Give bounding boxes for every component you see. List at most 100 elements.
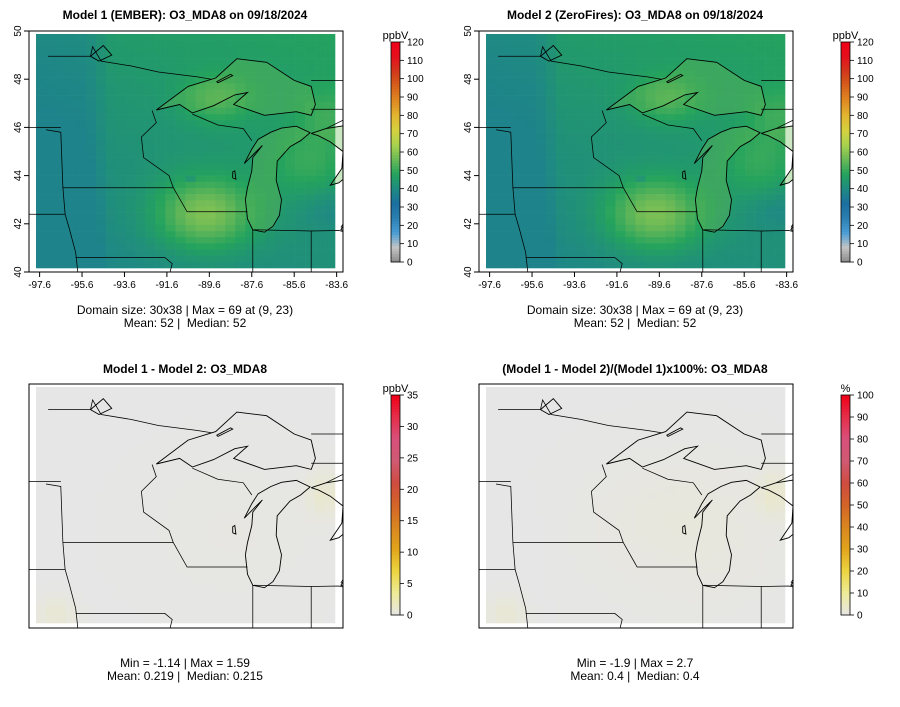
grid-cell: [755, 467, 766, 475]
grid-cell: [595, 83, 606, 90]
grid-cell: [545, 224, 557, 232]
grid-cell: [285, 473, 296, 481]
grid-cell: [595, 542, 606, 549]
grid-cell: [85, 89, 97, 96]
grid-cell: [515, 560, 527, 568]
grid-cell: [45, 480, 57, 487]
grid-cell: [105, 604, 117, 611]
grid-cell: [735, 95, 746, 103]
colorbar-segment: [391, 66, 400, 70]
grid-cell: [265, 95, 276, 103]
grid-cell: [555, 442, 567, 450]
grid-cell: [585, 218, 596, 226]
grid-cell: [225, 616, 236, 624]
grid-cell: [65, 58, 77, 66]
grid-cell: [575, 492, 586, 500]
grid-cell: [745, 231, 756, 238]
grid-cell: [135, 249, 146, 256]
grid-cell: [515, 455, 527, 462]
grid-cell: [145, 237, 156, 244]
grid-cell: [125, 486, 136, 493]
x-tick-label: -89.6: [648, 280, 671, 291]
grid-cell: [195, 517, 206, 524]
grid-cell: [255, 249, 266, 256]
grid-cell: [735, 40, 746, 47]
grid-cell: [565, 579, 576, 587]
grid-cell: [695, 58, 706, 66]
grid-cell: [525, 604, 537, 611]
grid-cell: [55, 77, 67, 84]
grid-cell: [105, 181, 117, 189]
grid-cell: [265, 591, 276, 599]
grid-cell: [105, 89, 117, 96]
grid-cell: [105, 212, 117, 220]
grid-cell: [495, 144, 507, 152]
grid-cell: [265, 486, 276, 493]
grid-cell: [255, 473, 266, 481]
grid-cell: [55, 505, 67, 512]
grid-cell: [495, 95, 507, 103]
grid-cell: [545, 610, 557, 618]
grid-cell: [195, 83, 206, 90]
grid-cell: [725, 486, 736, 493]
grid-cell: [245, 206, 256, 213]
grid-cell: [715, 517, 726, 524]
grid-cell: [555, 261, 567, 269]
grid-cell: [575, 505, 586, 512]
grid-cell: [775, 70, 786, 78]
grid-cell: [615, 505, 626, 512]
grid-cell: [125, 157, 136, 164]
grid-cell: [645, 393, 656, 400]
coastline: [666, 73, 684, 84]
grid-cell: [715, 114, 726, 121]
grid-cell: [595, 529, 606, 537]
grid-cell: [655, 579, 666, 587]
grid-cell: [205, 473, 216, 481]
colorbar-tick-label: 10: [857, 239, 869, 250]
grid-cell: [525, 442, 537, 450]
grid-cell: [165, 237, 176, 244]
grid-cell: [235, 231, 246, 238]
grid-cell: [195, 560, 206, 568]
grid-cell: [575, 212, 586, 220]
y-tick-label: 40: [463, 266, 474, 278]
grid-cell: [645, 126, 656, 133]
grid-cell: [95, 523, 107, 531]
grid-cell: [605, 399, 616, 406]
grid-cell: [225, 567, 236, 574]
grid-cell: [255, 70, 266, 78]
grid-cell: [655, 387, 666, 394]
grid-cell: [505, 218, 517, 226]
grid-cell: [235, 194, 246, 201]
grid-cell: [775, 387, 786, 394]
grid-cell: [205, 430, 216, 437]
grid-cell: [495, 175, 507, 183]
grid-cell: [675, 548, 686, 555]
grid-cell: [75, 261, 87, 269]
grid-cell: [225, 255, 236, 263]
colorbar-segment: [841, 58, 850, 62]
grid-cell: [175, 467, 186, 475]
grid-cell: [245, 455, 256, 462]
grid-cell: [145, 511, 156, 518]
colorbar-segment: [391, 573, 400, 577]
grid-cell: [165, 424, 176, 431]
grid-cell: [185, 157, 196, 164]
grid-cell: [615, 70, 626, 78]
grid-cell: [505, 52, 517, 59]
grid-cell: [675, 107, 686, 115]
grid-cell: [565, 151, 576, 158]
grid-cell: [755, 548, 766, 555]
grid-cell: [285, 523, 296, 531]
grid-cell: [695, 579, 706, 587]
grid-cell: [575, 393, 586, 400]
grid-cell: [275, 442, 286, 450]
grid-cell: [615, 34, 626, 41]
grid-cell: [225, 144, 236, 152]
grid-cell: [315, 132, 326, 139]
colorbar-segment: [391, 179, 400, 183]
grid-cell: [585, 455, 596, 462]
grid-cell: [85, 517, 97, 524]
grid-cell: [575, 144, 586, 152]
grid-cell: [645, 517, 656, 524]
